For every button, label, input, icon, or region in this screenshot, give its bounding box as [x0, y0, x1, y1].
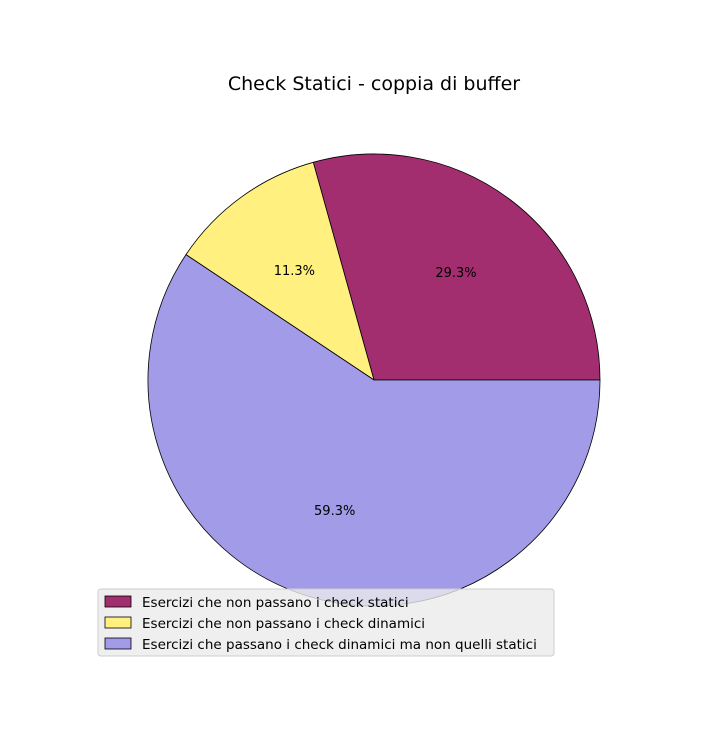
legend-label-2: Esercizi che non passano i check dinamic… — [142, 616, 425, 632]
legend: Esercizi che non passano i check statici… — [97, 588, 555, 657]
pie-slice-label-1: 29.3% — [435, 266, 476, 281]
legend-swatch-3 — [104, 637, 132, 650]
legend-label-1: Esercizi che non passano i check statici — [142, 595, 409, 611]
legend-background — [97, 588, 555, 657]
pie-slices — [147, 153, 601, 607]
legend-label-3: Esercizi che passano i check dinamici ma… — [142, 637, 537, 653]
legend-swatch-1 — [104, 595, 132, 608]
pie-slice-1 — [312, 153, 601, 381]
pie-slice-label-2: 11.3% — [274, 264, 315, 279]
pie-slice-2 — [185, 161, 375, 381]
pie-slice-label-3: 59.3% — [314, 504, 355, 519]
pie-slice-labels: 29.3% 11.3% 59.3% — [274, 264, 477, 519]
legend-swatch-2 — [104, 616, 132, 629]
chart-title: Check Statici - coppia di buffer — [228, 73, 520, 95]
